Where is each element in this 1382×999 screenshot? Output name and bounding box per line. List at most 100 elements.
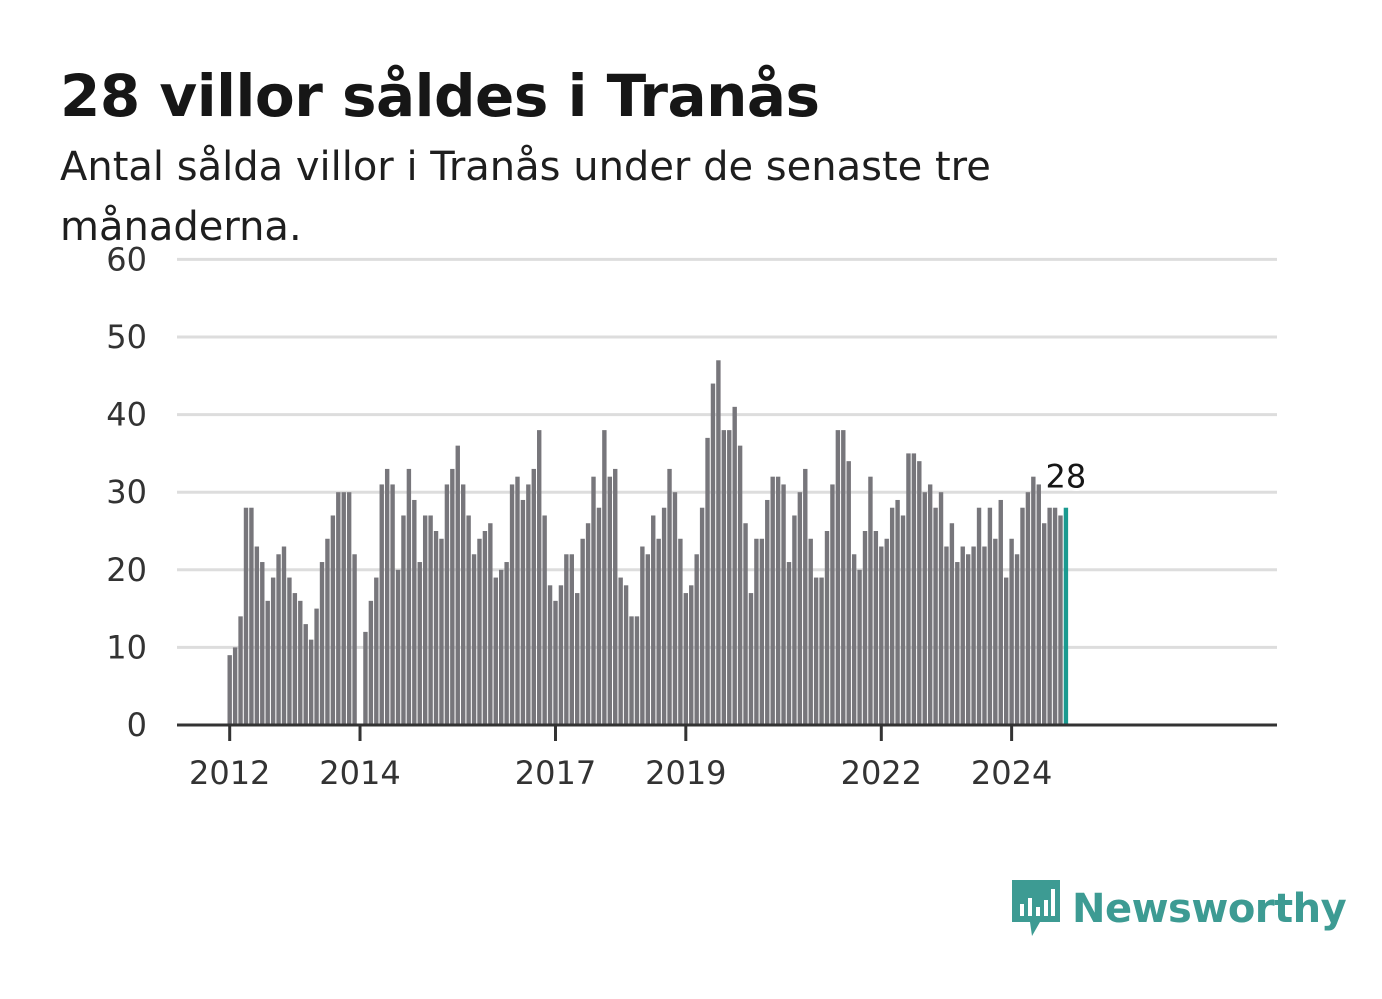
bar — [993, 538, 998, 725]
y-tick-label: 30 — [106, 473, 147, 511]
latest-value-label: 28 — [1046, 458, 1087, 496]
bar — [265, 600, 270, 725]
chart-subtitle: Antal sålda villor i Tranås under de sen… — [60, 144, 991, 250]
bar — [689, 585, 694, 725]
bar — [444, 484, 450, 725]
bar — [276, 554, 281, 725]
bar — [547, 585, 553, 725]
bar — [422, 515, 428, 725]
bar — [960, 546, 965, 725]
bar — [743, 523, 748, 725]
bar — [846, 461, 851, 725]
x-tick-label: 2012 — [189, 754, 270, 792]
bar — [982, 546, 987, 725]
bar — [292, 593, 298, 725]
bar — [824, 531, 830, 725]
bar — [569, 554, 574, 725]
bar — [270, 577, 276, 725]
bar — [1003, 577, 1009, 725]
bar — [672, 492, 678, 725]
bar — [1052, 507, 1058, 725]
bar — [1009, 538, 1014, 725]
bar — [879, 546, 884, 725]
x-tick-label: 2017 — [515, 754, 596, 792]
bar — [830, 484, 835, 725]
bar — [368, 600, 374, 725]
bar — [319, 562, 325, 725]
bar — [694, 554, 699, 725]
bar — [308, 639, 314, 725]
bar — [683, 593, 689, 725]
bar — [732, 406, 737, 725]
bar — [759, 538, 765, 725]
bar — [1047, 507, 1052, 725]
chart-title: 28 villor såldes i Tranås — [60, 62, 820, 130]
bar — [716, 360, 721, 725]
bar — [841, 430, 846, 725]
x-tick-label: 2019 — [645, 754, 726, 792]
bar — [1031, 476, 1036, 725]
bar — [987, 507, 993, 725]
bar — [640, 546, 645, 725]
bar — [352, 554, 357, 725]
bar — [889, 507, 895, 725]
bar — [374, 577, 379, 725]
bar — [580, 538, 585, 725]
bar — [499, 569, 504, 725]
bar — [493, 577, 498, 725]
bar — [748, 593, 754, 725]
bar — [613, 468, 618, 725]
bar — [906, 453, 911, 725]
bar — [1020, 507, 1025, 725]
bar — [965, 554, 971, 725]
bar — [808, 538, 813, 725]
bar — [520, 499, 526, 725]
bar — [634, 616, 640, 725]
bar — [1036, 484, 1041, 725]
bar — [504, 562, 509, 725]
y-tick-label: 20 — [106, 551, 147, 589]
bar — [537, 430, 542, 725]
bar — [336, 492, 341, 725]
bar — [884, 538, 889, 725]
bar — [455, 445, 460, 725]
bar — [466, 515, 471, 725]
bar — [667, 468, 672, 725]
bar — [710, 383, 716, 725]
bar — [515, 476, 520, 725]
bar — [786, 562, 792, 725]
brand-name: Newsworthy — [1072, 886, 1347, 932]
bar — [607, 476, 612, 725]
bar — [591, 476, 596, 725]
bar — [509, 484, 515, 725]
bar — [917, 461, 922, 725]
bar — [482, 531, 488, 725]
bar — [346, 492, 352, 725]
bar — [922, 492, 927, 725]
bar — [651, 515, 656, 725]
bar — [558, 585, 564, 725]
y-tick-label: 60 — [106, 240, 147, 278]
bar — [433, 531, 439, 725]
bar — [531, 468, 536, 725]
bar — [944, 546, 949, 725]
bar — [797, 492, 803, 725]
bar — [727, 430, 732, 725]
bar — [678, 538, 683, 725]
bar — [873, 531, 879, 725]
bar — [775, 476, 781, 725]
bar — [900, 515, 906, 725]
bar — [737, 445, 743, 725]
x-tick-label: 2024 — [971, 754, 1052, 792]
x-tick-label: 2014 — [319, 754, 400, 792]
bar — [781, 484, 786, 725]
bar — [460, 484, 466, 725]
labels-layer: 0 10 20 30 40 50 60 2012 2014 2017 2019 2022 2024 28 — [106, 240, 1089, 792]
bar — [341, 492, 346, 725]
bar — [851, 554, 857, 725]
y-tick-label: 0 — [127, 706, 147, 744]
bar — [623, 585, 629, 725]
bar — [585, 523, 591, 725]
bar — [450, 468, 455, 725]
